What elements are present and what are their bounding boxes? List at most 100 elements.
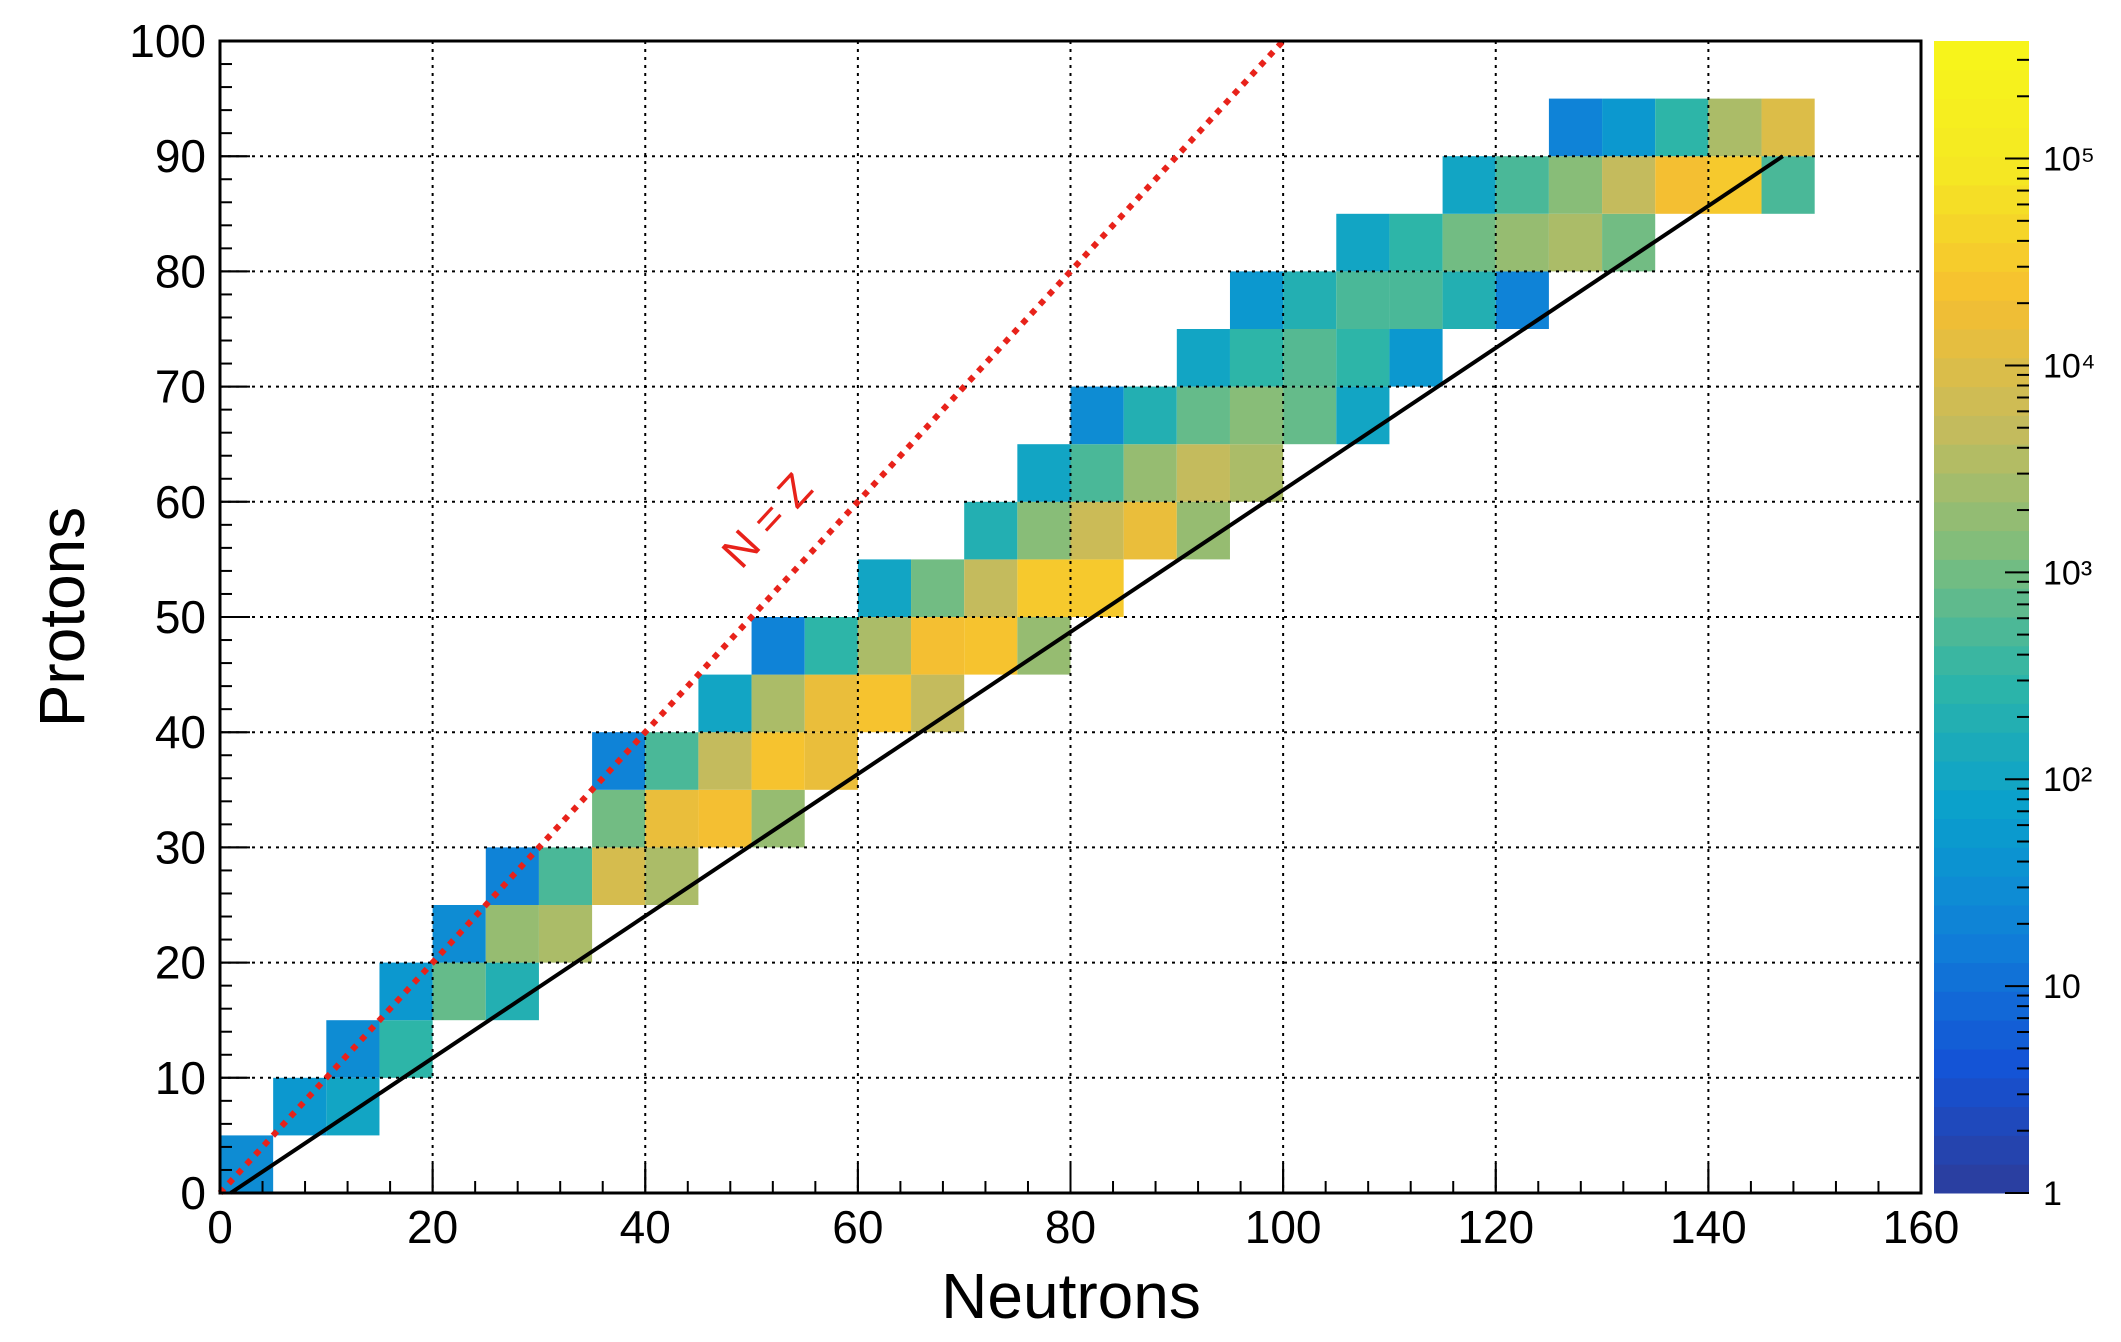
colorbar-step (1934, 761, 2029, 791)
heatmap-cell (751, 674, 805, 733)
colorbar-step (1934, 1049, 2029, 1079)
colorbar-step (1934, 444, 2029, 474)
colorbar-step (1934, 645, 2029, 676)
colorbar-step (1934, 127, 2029, 157)
heatmap-cell (1708, 98, 1762, 157)
heatmap-cell (1283, 271, 1337, 329)
colorbar-step (1934, 703, 2029, 733)
x-tick-label: 60 (832, 1201, 883, 1253)
heatmap-cell (1229, 444, 1284, 502)
heatmap-cell (1389, 213, 1443, 272)
heatmap-cell (1123, 386, 1177, 445)
heatmap-cell (698, 789, 752, 848)
heatmap-cell (1070, 501, 1124, 560)
colorbar-step (1934, 329, 2029, 359)
heatmap-cell (857, 559, 912, 617)
colorbar-step (1934, 41, 2029, 71)
heatmap-cell (964, 617, 1018, 675)
heatmap-cell (964, 501, 1018, 560)
reference-line (229, 154, 1784, 1195)
colorbar-step (1934, 933, 2029, 964)
heatmap-cell (645, 732, 699, 790)
colorbar-step (1934, 1020, 2029, 1050)
y-axis-title: Protons (26, 507, 98, 728)
colorbar-step (1934, 1164, 2029, 1194)
colorbar-step (1934, 98, 2029, 128)
heatmap-cell (698, 674, 752, 733)
colorbar-step (1934, 156, 2029, 186)
colorbar-step (1934, 905, 2029, 935)
colorbar-step (1934, 300, 2029, 330)
heatmap-cell (1708, 156, 1762, 214)
heatmap-cell (538, 847, 593, 905)
heatmap-cell (432, 962, 486, 1021)
heatmap-cell (1602, 213, 1656, 272)
colorbar-step (1934, 473, 2029, 503)
y-tick-label: 70 (155, 361, 206, 413)
colorbar-tick-label: 10 (2043, 968, 2081, 1006)
heatmap-cell (964, 559, 1018, 617)
y-tick-label: 100 (129, 15, 206, 67)
heatmap-cell (911, 617, 965, 675)
x-tick-label: 80 (1045, 1201, 1096, 1253)
colorbar-tick-label: 10³ (2043, 554, 2092, 592)
colorbar-step (1934, 991, 2029, 1021)
heatmap-cell (1655, 98, 1709, 157)
heatmap-cell (804, 617, 858, 675)
heatmap-cell (1229, 329, 1284, 387)
heatmap-cell (1070, 559, 1124, 617)
heatmap-cell (1602, 156, 1656, 214)
heatmap-cell (1017, 444, 1071, 502)
heatmap-cell (1070, 386, 1124, 445)
heatmap-cell (1548, 156, 1603, 214)
heatmap-cell (326, 1077, 380, 1136)
y-tick-label: 30 (155, 821, 206, 873)
x-tick-label: 20 (407, 1201, 458, 1253)
x-tick-label: 0 (207, 1201, 233, 1253)
heatmap-cell (592, 789, 646, 848)
colorbar-step (1934, 185, 2029, 215)
colorbar-step (1934, 530, 2029, 560)
heatmap-cell (645, 847, 699, 905)
colorbar-step (1934, 501, 2029, 532)
heatmap-cell (1336, 213, 1390, 272)
colorbar-step (1934, 386, 2029, 416)
y-tick-label: 90 (155, 130, 206, 182)
x-axis-title: Neutrons (941, 1260, 1201, 1332)
heatmap-cell (1389, 271, 1443, 329)
x-tick-label: 160 (1883, 1201, 1960, 1253)
heatmap-cell (911, 559, 965, 617)
colorbar-step (1934, 789, 2029, 820)
heatmap-cell (1176, 386, 1230, 445)
heatmap-cell (1283, 386, 1337, 445)
colorbar-step (1934, 242, 2029, 272)
heatmap-cell (379, 1020, 433, 1078)
y-tick-label: 10 (155, 1052, 206, 1104)
colorbar-step (1934, 271, 2029, 301)
heatmap-cell (1442, 271, 1496, 329)
heatmap-cell (1336, 271, 1390, 329)
heatmap-cell (1176, 329, 1230, 387)
heatmap-cell (1495, 156, 1549, 214)
colorbar-step (1934, 617, 2029, 647)
heatmap-cell (751, 732, 805, 790)
heatmap-cell (1017, 559, 1071, 617)
y-tick-label: 20 (155, 937, 206, 989)
colorbar-tick-label: 10⁴ (2043, 347, 2095, 385)
colorbar-step (1934, 415, 2029, 445)
heatmap-cell (1548, 213, 1603, 272)
heatmap-cell (1495, 271, 1549, 329)
y-tick-label: 80 (155, 245, 206, 297)
y-tick-label: 60 (155, 476, 206, 528)
x-tick-label: 100 (1245, 1201, 1322, 1253)
colorbar-step (1934, 588, 2029, 618)
colorbar-step (1934, 876, 2029, 906)
y-tick-label: 50 (155, 591, 206, 643)
y-tick-label: 0 (180, 1167, 206, 1219)
heatmap-cell (1442, 213, 1496, 272)
colorbar-step (1934, 732, 2029, 762)
y-tick-label: 40 (155, 706, 206, 758)
heatmap-cell (1283, 329, 1337, 387)
heatmap-cell (1123, 444, 1177, 502)
